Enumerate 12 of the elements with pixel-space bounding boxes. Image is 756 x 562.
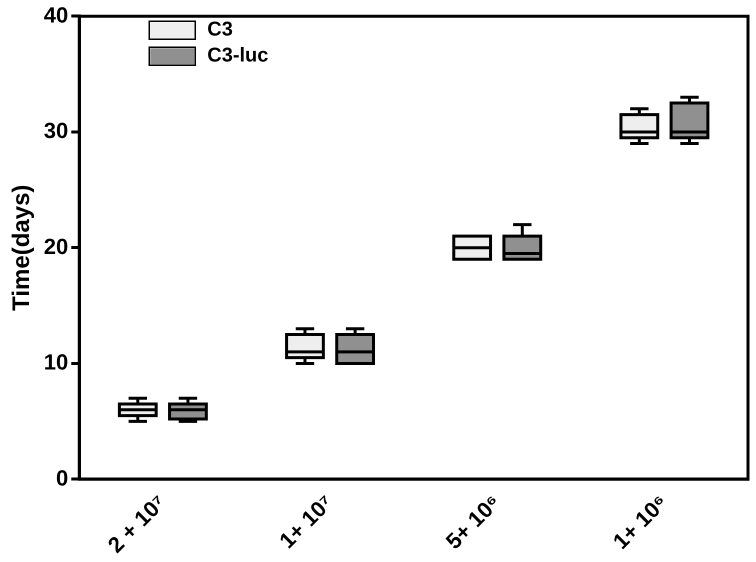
legend-label: C3: [207, 18, 233, 41]
x-tick-label: 1+ 10⁷: [274, 490, 338, 554]
y-tick-label: 30: [44, 118, 68, 144]
x-tick-label: 1+ 10⁶: [608, 490, 672, 554]
legend-label: C3-luc: [207, 44, 268, 67]
x-tick-label: 5+ 10⁶: [440, 490, 506, 554]
y-tick-label: 40: [44, 2, 68, 28]
y-tick-label: 10: [44, 350, 68, 375]
y-axis-title: Time(days): [8, 184, 36, 311]
x-tick-label: 2 + 10⁷: [102, 490, 171, 558]
y-tick-label: 20: [44, 234, 68, 259]
y-tick-label: 0: [56, 465, 68, 490]
